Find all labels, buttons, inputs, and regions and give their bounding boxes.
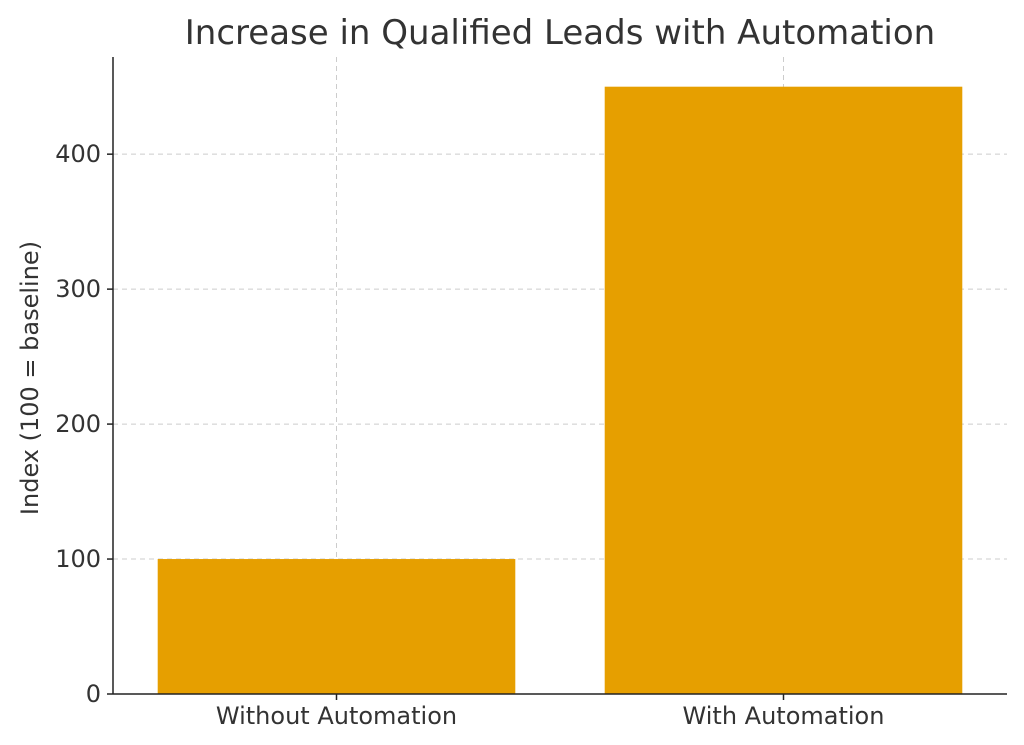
axes <box>112 57 1007 695</box>
y-ticks: 0 100 200 300 400 <box>55 140 113 708</box>
y-axis-label: Index (100 = baseline) <box>16 241 44 515</box>
y-tick-label-0: 0 <box>86 680 101 708</box>
chart-title: Increase in Qualified Leads with Automat… <box>185 13 935 53</box>
x-ticks: Without Automation With Automation <box>216 694 885 730</box>
y-tick-label-1: 100 <box>55 545 101 573</box>
y-tick-label-2: 200 <box>55 410 101 438</box>
x-tick-label-1: With Automation <box>683 702 885 730</box>
y-tick-label-3: 300 <box>55 275 101 303</box>
y-tick-label-4: 400 <box>55 140 101 168</box>
x-tick-label-0: Without Automation <box>216 702 457 730</box>
bars <box>157 86 963 695</box>
bar-0 <box>157 559 516 694</box>
bar-1 <box>604 86 963 695</box>
